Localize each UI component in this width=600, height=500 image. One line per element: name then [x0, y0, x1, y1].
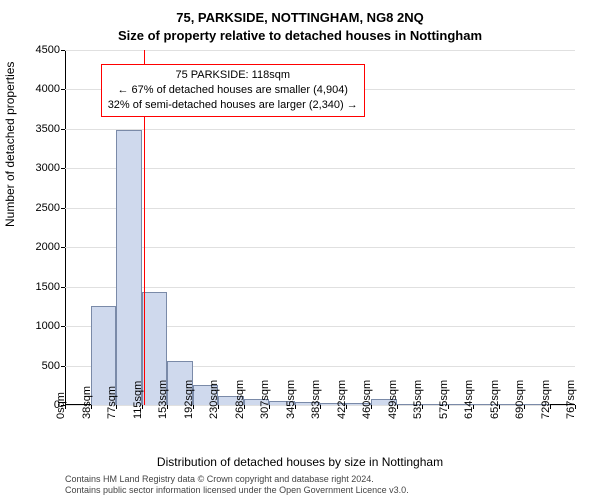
ytick-mark: [61, 208, 65, 209]
ytick-label: 4000: [20, 83, 60, 95]
ytick-mark: [61, 89, 65, 90]
footer-line1: Contains HM Land Registry data © Crown c…: [65, 474, 409, 485]
ytick-mark: [61, 287, 65, 288]
ytick-mark: [61, 50, 65, 51]
ytick-label: 500: [20, 360, 60, 372]
annotation-box: 75 PARKSIDE: 118sqm← 67% of detached hou…: [101, 64, 365, 117]
footer-attribution: Contains HM Land Registry data © Crown c…: [65, 474, 409, 497]
grid-line: [65, 50, 575, 51]
y-axis-label: Number of detached properties: [3, 62, 17, 227]
footer-line2: Contains public sector information licen…: [65, 485, 409, 496]
ytick-label: 1000: [20, 320, 60, 332]
ytick-mark: [61, 168, 65, 169]
y-axis-line: [65, 50, 66, 405]
ytick-label: 3000: [20, 162, 60, 174]
annotation-line: 32% of semi-detached houses are larger (…: [108, 98, 358, 113]
annotation-line: 75 PARKSIDE: 118sqm: [108, 68, 358, 83]
sub-title: Size of property relative to detached ho…: [0, 28, 600, 43]
ytick-label: 2500: [20, 202, 60, 214]
ytick-mark: [61, 129, 65, 130]
super-title: 75, PARKSIDE, NOTTINGHAM, NG8 2NQ: [0, 10, 600, 25]
ytick-label: 4500: [20, 44, 60, 56]
plot-area: 75 PARKSIDE: 118sqm← 67% of detached hou…: [65, 50, 575, 405]
x-axis-label: Distribution of detached houses by size …: [0, 455, 600, 469]
grid-line: [65, 247, 575, 248]
grid-line: [65, 129, 575, 130]
ytick-mark: [61, 247, 65, 248]
ytick-label: 0: [20, 399, 60, 411]
ytick-mark: [61, 366, 65, 367]
annotation-line: ← 67% of detached houses are smaller (4,…: [108, 83, 358, 98]
chart-container: 75, PARKSIDE, NOTTINGHAM, NG8 2NQ Size o…: [0, 0, 600, 500]
grid-line: [65, 168, 575, 169]
ytick-mark: [61, 326, 65, 327]
ytick-label: 1500: [20, 281, 60, 293]
bar: [116, 130, 142, 405]
grid-line: [65, 208, 575, 209]
grid-line: [65, 287, 575, 288]
ytick-label: 3500: [20, 123, 60, 135]
ytick-label: 2000: [20, 241, 60, 253]
